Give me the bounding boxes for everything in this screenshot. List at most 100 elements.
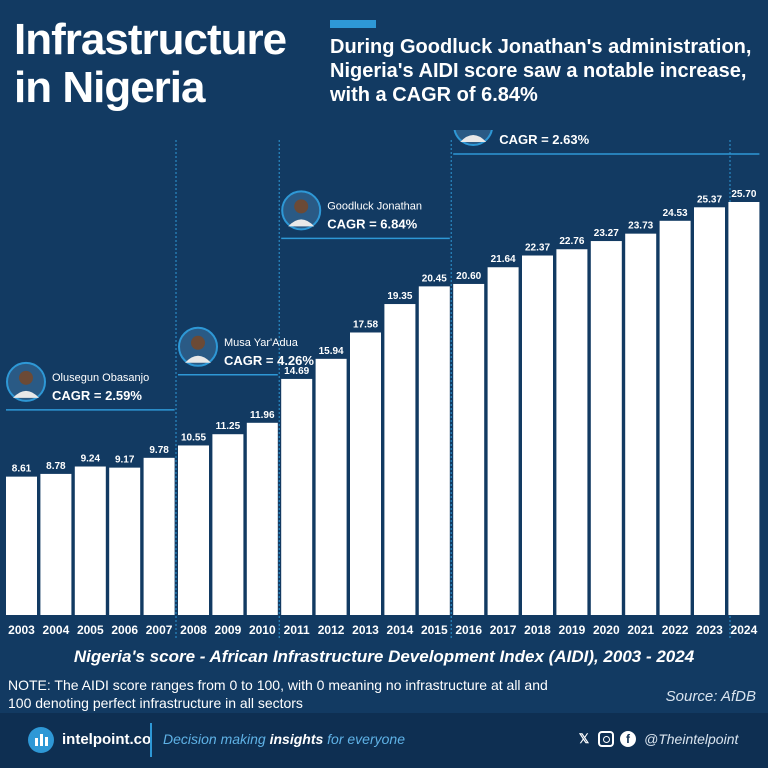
bar-value-label: 19.35 [387, 291, 412, 302]
bar [590, 241, 622, 615]
bar-value-label: 22.37 [525, 243, 550, 254]
bar [522, 255, 553, 615]
x-tick-label: 2024 [731, 623, 758, 637]
tagline-post: for everyone [323, 731, 405, 747]
bar [143, 457, 175, 615]
bar [246, 422, 278, 615]
bar-value-label: 24.53 [663, 208, 688, 219]
bar [625, 233, 657, 616]
bar-value-label: 17.58 [353, 319, 378, 330]
bar [315, 358, 347, 615]
bar-value-label: 22.76 [559, 236, 584, 247]
bar-value-label: 11.96 [250, 410, 275, 421]
x-tick-label: 2005 [77, 623, 104, 637]
admin-name-label: Musa Yar'Adua [224, 337, 299, 349]
accent-bar [330, 20, 376, 28]
x-tick-label: 2010 [249, 623, 276, 637]
note-text: NOTE: The AIDI score ranges from 0 to 10… [8, 677, 548, 711]
bar-value-label: 8.78 [46, 461, 66, 472]
portrait-body [460, 135, 487, 142]
footer: intelpoint.co Decision making insights f… [0, 713, 768, 768]
social-handle[interactable]: @Theintelpoint [644, 731, 739, 747]
bar [728, 202, 760, 615]
bar [556, 249, 588, 615]
bar [487, 267, 519, 615]
page-title: Infrastructure in Nigeria [14, 15, 287, 112]
bar [350, 332, 381, 615]
bar [694, 207, 725, 616]
bar-chart: 8.61 2003 8.78 2004 9.24 2005 9.17 2006 9.78 2007… [6, 130, 760, 640]
bar-value-label: 10.55 [181, 432, 206, 443]
x-tick-label: 2003 [8, 623, 35, 637]
bar-value-label: 23.73 [628, 221, 653, 232]
bar-value-label: 25.37 [697, 194, 722, 205]
x-tick-label: 2021 [627, 623, 654, 637]
facebook-icon[interactable]: f [620, 731, 636, 747]
x-tick-label: 2023 [696, 623, 723, 637]
x-tick-label: 2013 [352, 623, 379, 637]
portrait-body [13, 390, 39, 398]
bar-value-label: 15.94 [319, 346, 344, 357]
x-tick-label: 2011 [284, 623, 310, 637]
x-tick-label: 2020 [593, 623, 620, 637]
x-tick-label: 2012 [318, 623, 345, 637]
x-icon[interactable]: 𝕏 [578, 731, 590, 746]
tagline-pre: Decision making [163, 731, 270, 747]
admin-name-label: Olusegun Obasanjo [52, 372, 149, 384]
bar [418, 286, 450, 615]
bar-value-label: 8.61 [12, 464, 32, 475]
footer-divider [150, 723, 152, 757]
bar [40, 473, 72, 615]
bar [212, 434, 244, 615]
bar-value-label: 20.60 [456, 271, 481, 282]
admin-name-label: Goodluck Jonathan [327, 200, 422, 212]
bar [384, 304, 416, 615]
bar-value-label: 9.78 [149, 445, 169, 456]
x-tick-label: 2018 [524, 623, 551, 637]
bar [453, 283, 485, 615]
instagram-icon[interactable] [598, 731, 614, 747]
admin-cagr-label: CAGR = 2.63% [499, 132, 589, 147]
x-tick-label: 2007 [146, 623, 173, 637]
bar [178, 445, 209, 615]
bar-value-label: 14.69 [284, 366, 309, 377]
bar-value-label: 11.25 [216, 421, 241, 432]
bar-value-label: 23.27 [594, 228, 619, 239]
chart-title: Nigeria's score - African Infrastructure… [73, 647, 695, 666]
x-tick-label: 2009 [215, 623, 242, 637]
page-subtitle: During Goodluck Jonathan's administratio… [330, 36, 752, 106]
admin-cagr-label: CAGR = 4.26% [224, 353, 314, 368]
bar-value-label: 9.17 [115, 455, 135, 466]
bar [74, 466, 106, 615]
x-tick-label: 2016 [455, 623, 482, 637]
social-links: 𝕏 f @Theintelpoint [576, 731, 738, 747]
x-tick-label: 2008 [180, 623, 207, 637]
bar-value-label: 20.45 [422, 273, 447, 284]
brand-name[interactable]: intelpoint.co [62, 731, 152, 748]
x-tick-label: 2006 [111, 623, 138, 637]
x-tick-label: 2022 [662, 623, 689, 637]
admin-cagr-label: CAGR = 6.84% [327, 216, 417, 231]
bar [659, 220, 691, 615]
x-tick-label: 2014 [387, 623, 414, 637]
x-tick-label: 2017 [490, 623, 517, 637]
x-tick-label: 2004 [43, 623, 70, 637]
tagline: Decision making insights for everyone [163, 731, 405, 747]
portrait-body [185, 355, 211, 363]
bar [281, 378, 313, 615]
source-text: Source: AfDB [665, 688, 756, 705]
x-tick-label: 2019 [559, 623, 586, 637]
bar-value-label: 9.24 [81, 454, 101, 465]
portrait-head [19, 370, 33, 385]
admin-cagr-label: CAGR = 2.59% [52, 388, 142, 403]
intelpoint-logo-icon[interactable] [28, 727, 54, 753]
x-tick-label: 2015 [421, 623, 448, 637]
portrait-body [288, 219, 315, 227]
portrait-head [191, 335, 205, 350]
bar-value-label: 25.70 [731, 189, 756, 200]
portrait-head [294, 199, 309, 214]
bar [109, 467, 141, 615]
tagline-bold: insights [269, 731, 324, 747]
bar [6, 476, 37, 615]
bar-value-label: 21.64 [491, 254, 516, 265]
